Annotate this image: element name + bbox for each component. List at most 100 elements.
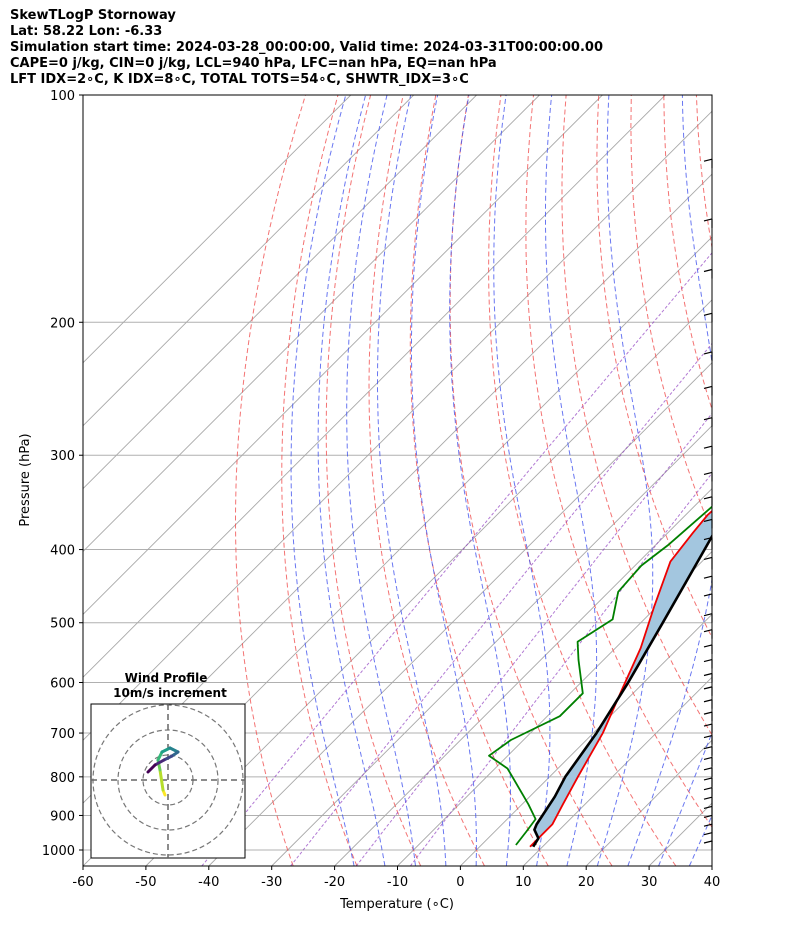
- wind-barb-flag: [703, 805, 713, 810]
- x-tick-label: -30: [261, 875, 282, 890]
- isotherm-line: [648, 802, 712, 866]
- x-tick-label: 10: [515, 875, 532, 890]
- isotherm-line: [208, 362, 712, 866]
- wind-barb-flag: [703, 158, 713, 162]
- isotherm-line: [460, 613, 712, 866]
- wind-barb-flag: [703, 593, 713, 597]
- y-tick-label: 1000: [42, 844, 75, 859]
- dry-adiabat: [409, 95, 549, 866]
- moist-adiabat: [449, 95, 511, 866]
- wind-barb-flag: [703, 777, 713, 781]
- moist-adiabat: [627, 95, 712, 866]
- y-tick-label: 800: [50, 771, 75, 786]
- isotherm-line: [585, 739, 712, 866]
- wind-barb-flag: [703, 536, 713, 541]
- isotherm-line: [397, 550, 712, 866]
- dry-adiabat: [449, 95, 613, 866]
- wind-barb-flag: [703, 351, 713, 355]
- isotherm-line: [334, 487, 712, 866]
- moist-adiabat: [720, 95, 794, 866]
- wind-barb-flag: [703, 658, 713, 663]
- wind-barb-flag: [703, 556, 713, 561]
- parcel-profile-line: [532, 533, 712, 848]
- wind-barb-flag: [703, 312, 713, 316]
- moist-adiabat: [658, 731, 712, 866]
- wind-barb-flag: [703, 823, 713, 827]
- x-tick-label: 30: [641, 875, 658, 890]
- dry-adiabat: [596, 95, 712, 639]
- wind-barb-flag: [703, 672, 713, 677]
- wind-barb-flag: [703, 796, 713, 800]
- wind-barb-flag: [703, 417, 713, 421]
- mixing-ratio-line: [409, 472, 712, 866]
- y-tick-label: 500: [50, 617, 75, 632]
- isotherm-line: [711, 865, 712, 866]
- x-tick-label: -40: [198, 875, 219, 890]
- wind-barb-flag: [703, 218, 713, 222]
- hodograph-subtitle: 10m/s increment: [113, 686, 227, 700]
- wind-barb-flag: [703, 746, 713, 750]
- y-tick-label: 200: [50, 316, 75, 331]
- dry-adiabat: [695, 95, 712, 251]
- wind-barb-flag: [703, 756, 713, 761]
- wind-barb-flag: [703, 268, 713, 273]
- dry-adiabat: [368, 95, 485, 866]
- moist-adiabat: [493, 95, 551, 866]
- title-station: SkewTLogP Stornoway: [10, 8, 176, 23]
- wind-barb-flag: [703, 686, 713, 690]
- dewpoint-profile-line: [488, 505, 712, 846]
- hodograph-trace-segment: [146, 763, 157, 774]
- wind-barb-flag: [703, 734, 713, 739]
- wind-barb-flag: [703, 613, 713, 617]
- isotherm-line: [83, 95, 352, 364]
- moist-adiabat: [346, 95, 416, 866]
- dry-adiabat: [281, 95, 358, 866]
- chart-title-block: SkewTLogP Stornoway Lat: 58.22 Lon: -6.3…: [10, 8, 603, 88]
- dry-adiabat: [663, 95, 712, 411]
- y-tick-label: 900: [50, 809, 75, 824]
- hodograph: Wind Profile 10m/s increment: [90, 671, 246, 859]
- wind-barb-flag: [703, 814, 713, 819]
- isotherm-line: [522, 676, 712, 866]
- isotherm-line: [83, 95, 540, 553]
- wind-barb-flag: [703, 471, 713, 476]
- hodograph-trace-segment: [153, 758, 166, 767]
- title-times: Simulation start time: 2024-03-28_00:00:…: [10, 40, 603, 55]
- dry-adiabat: [762, 95, 794, 866]
- x-tick-label: 40: [704, 875, 721, 890]
- moist-adiabat: [596, 95, 654, 866]
- title-cape: CAPE=0 j/kg, CIN=0 j/kg, LCL=940 hPa, LF…: [10, 56, 497, 71]
- x-tick-label: -20: [324, 875, 345, 890]
- wind-barb-flag: [703, 385, 713, 390]
- wind-barb-flag: [703, 832, 713, 836]
- wind-barb-flag: [703, 445, 713, 449]
- wind-barb-flag: [703, 575, 713, 579]
- dry-adiabat: [235, 95, 306, 866]
- isotherm-line: [145, 299, 712, 866]
- moist-adiabat: [545, 95, 598, 866]
- temperature-profile-line: [529, 509, 712, 848]
- x-tick-label: 20: [578, 875, 595, 890]
- wind-barb-flag: [703, 518, 713, 522]
- mixing-ratio-line: [355, 412, 712, 866]
- wind-barb-flag: [703, 767, 713, 771]
- dry-adiabat: [488, 95, 677, 866]
- wind-barbs: [703, 158, 713, 851]
- x-tick-label: 0: [456, 875, 464, 890]
- moist-adiabat: [317, 95, 386, 866]
- y-tick-label: 600: [50, 677, 75, 692]
- moist-adiabat: [290, 95, 355, 866]
- y-tick-label: 400: [50, 544, 75, 559]
- wind-barb-flag: [703, 644, 713, 648]
- x-tick-label: -50: [135, 875, 156, 890]
- isotherm-line: [83, 110, 712, 741]
- isotherm-line: [83, 95, 477, 490]
- x-axis-label: Temperature (∘C): [339, 897, 454, 912]
- y-tick-label: 300: [50, 449, 75, 464]
- isotherm-line: [83, 95, 603, 616]
- wind-barb-flag: [703, 496, 713, 500]
- hodograph-trace-segment: [158, 768, 165, 792]
- dry-adiabat: [561, 95, 712, 736]
- title-indices: LFT IDX=2∘C, K IDX=8∘C, TOTAL TOTS=54∘C,…: [10, 72, 469, 87]
